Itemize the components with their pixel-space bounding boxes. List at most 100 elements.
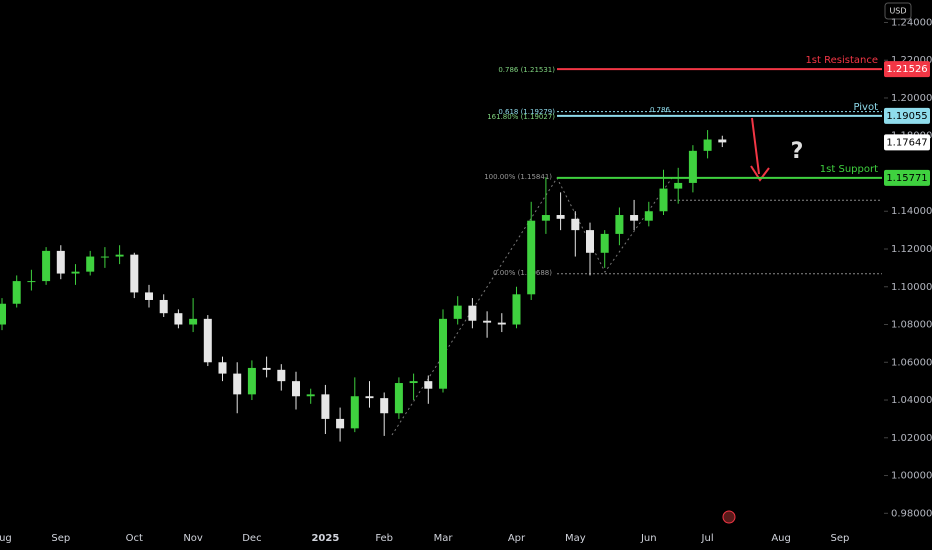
candle-body: [71, 271, 80, 274]
x-tick-label: 2025: [311, 533, 339, 544]
candle-body: [586, 230, 594, 253]
candle-body: [688, 150, 697, 183]
candle-body: [350, 396, 359, 429]
candle-body: [86, 256, 95, 272]
event-icon[interactable]: [722, 510, 736, 524]
candle-body: [336, 418, 345, 429]
annotation: 0.00% (1.10688): [493, 269, 552, 277]
x-tick-label: Dec: [242, 533, 261, 544]
candle-body: [159, 299, 168, 314]
candle-body: [277, 369, 286, 382]
annotation: 0.786 (1.21531): [498, 66, 555, 74]
annotation: 0.786: [650, 106, 671, 114]
candle-body: [644, 211, 653, 221]
candle-body: [306, 394, 315, 397]
candle-body: [541, 215, 550, 221]
candle-body: [0, 303, 6, 325]
candle-body: [453, 305, 462, 319]
candle-body: [365, 396, 374, 399]
y-tick-label: 1.00000: [891, 471, 932, 482]
arrow-head: [750, 165, 770, 182]
y-tick-label: 1.12000: [891, 244, 932, 255]
candle-body: [424, 381, 433, 389]
candle-body: [189, 318, 198, 325]
y-tick-label: 1.08000: [891, 320, 932, 331]
candle-body: [262, 367, 271, 370]
level-tag-label: 1.15771: [886, 173, 927, 184]
candle-body: [130, 254, 139, 293]
x-tick-label: Aug: [0, 533, 12, 544]
annotation: 100.00% (1.15841): [484, 173, 552, 181]
candle-body: [394, 383, 403, 414]
x-tick-label: Feb: [375, 533, 393, 544]
annotation: 0.618 (1.19279): [498, 108, 555, 116]
candle-body: [468, 305, 477, 321]
candle-body: [512, 294, 521, 325]
candle-body: [12, 281, 21, 304]
y-tick-label: 1.20000: [891, 93, 932, 104]
candle-body: [247, 367, 256, 395]
x-tick-label: Jul: [701, 533, 714, 544]
candle-body: [115, 254, 124, 257]
level-tag: [884, 169, 930, 186]
candle-body: [527, 220, 536, 295]
x-tick-label: Nov: [183, 533, 203, 544]
currency-box[interactable]: [884, 2, 912, 20]
x-tick-label: Jun: [640, 533, 657, 544]
candle-body: [174, 313, 183, 325]
candle-body: [292, 381, 300, 397]
candle-body: [203, 318, 212, 363]
candle-body: [42, 250, 51, 282]
x-tick-label: Sep: [51, 533, 70, 544]
candle-body: [571, 218, 580, 231]
candle-body: [27, 281, 36, 283]
y-tick-label: 1.10000: [891, 282, 932, 293]
candle-body: [321, 394, 330, 419]
candle-body: [100, 256, 109, 258]
candle-body: [615, 215, 624, 234]
level-name: 1st Resistance: [805, 55, 878, 66]
y-tick-label: 1.22000: [891, 55, 932, 66]
x-tick-label: Apr: [508, 533, 526, 544]
candle-body: [218, 362, 227, 374]
level-tag-label: 1.19055: [886, 111, 927, 122]
y-tick-label: 1.14000: [891, 206, 932, 217]
y-tick-label: 1.06000: [891, 357, 932, 368]
level-name: Pivot: [853, 102, 878, 113]
level-tag: [884, 61, 930, 78]
candle-body: [145, 292, 153, 300]
level-tag: [884, 107, 930, 124]
arrow: [751, 117, 760, 175]
annotation: 161.80% (1.19027): [487, 113, 555, 121]
y-tick-label: 1.24000: [891, 17, 932, 28]
candle-body: [674, 182, 683, 189]
candle-body: [409, 381, 418, 384]
candle-body: [718, 139, 727, 143]
candle-body: [483, 320, 492, 323]
candle-body: [380, 398, 389, 414]
y-tick-label: 0.98000: [891, 508, 932, 519]
candle-body: [233, 373, 242, 395]
x-tick-label: Mar: [434, 533, 454, 544]
level-name: 1st Support: [820, 164, 878, 175]
x-tick-label: Sep: [830, 533, 849, 544]
candle-body: [497, 322, 506, 325]
currency: USD: [889, 7, 906, 16]
drawings: [391, 117, 770, 524]
y-tick-label: 1.04000: [891, 395, 932, 406]
level-tag-label: 1.21526: [886, 64, 927, 75]
candle-body: [659, 188, 668, 212]
candle-body: [630, 215, 639, 221]
annotation: ?: [791, 139, 804, 164]
candle-body: [703, 139, 712, 151]
x-tick-label: May: [565, 533, 586, 544]
last-price-label: 1.17647: [886, 137, 927, 148]
last-price-tag: [884, 134, 930, 151]
candle-body: [56, 250, 65, 274]
candle-body: [439, 318, 447, 389]
candle-body: [600, 233, 609, 253]
candle-body: [556, 215, 565, 219]
x-tick-label: Aug: [771, 533, 791, 544]
y-tick-label: 1.02000: [891, 433, 932, 444]
